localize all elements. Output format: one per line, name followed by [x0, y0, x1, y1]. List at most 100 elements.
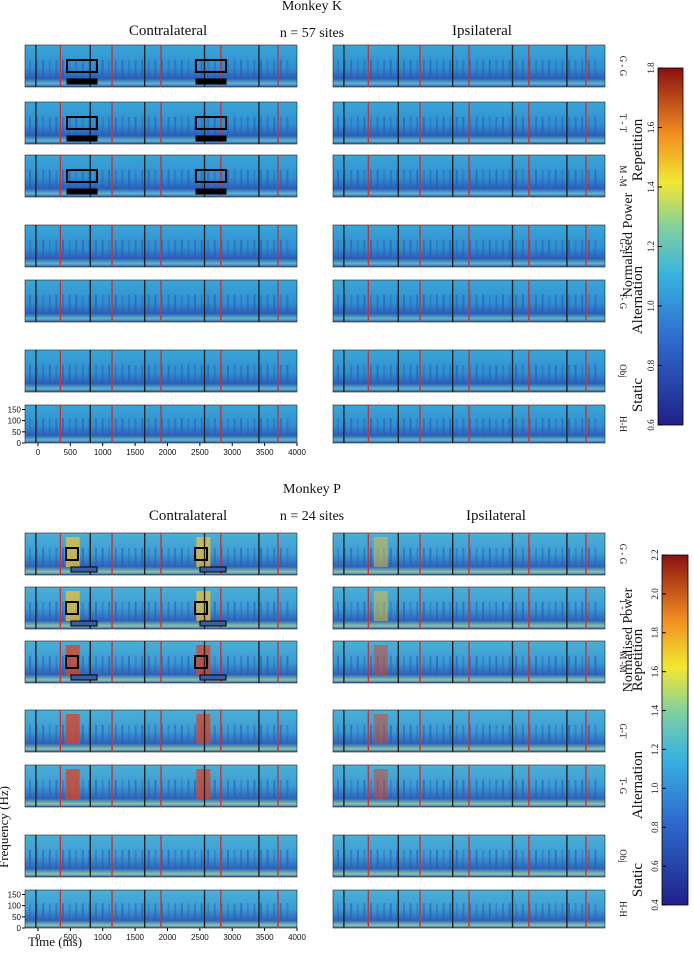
- row-label: T- G: [618, 293, 628, 310]
- texture: [568, 903, 570, 921]
- texture: [35, 903, 38, 921]
- texture: [475, 116, 478, 136]
- texture: [141, 903, 144, 921]
- y-tick-label: 100: [8, 417, 22, 426]
- texture: [154, 547, 157, 567]
- texture: [482, 547, 485, 567]
- texture: [194, 364, 196, 384]
- texture: [574, 59, 577, 79]
- texture: [587, 724, 590, 744]
- texture: [286, 294, 289, 314]
- texture: [574, 779, 577, 799]
- texture: [42, 655, 45, 675]
- texture: [62, 59, 64, 79]
- texture: [147, 547, 150, 567]
- texture: [29, 779, 31, 799]
- texture: [174, 364, 177, 384]
- texture: [167, 655, 170, 675]
- texture: [48, 239, 51, 259]
- x-tick-label: 4000: [288, 933, 306, 942]
- texture: [154, 849, 157, 869]
- texture: [200, 294, 203, 314]
- texture: [594, 655, 597, 675]
- texture: [194, 294, 196, 314]
- texture: [141, 239, 144, 259]
- texture: [266, 239, 269, 259]
- colorbar-tick-label: 1.2: [646, 241, 656, 252]
- texture: [515, 59, 518, 79]
- texture: [422, 59, 425, 79]
- texture: [502, 655, 504, 675]
- texture: [200, 364, 203, 384]
- texture: [343, 779, 346, 799]
- texture: [161, 903, 163, 921]
- colorbar-label: Normalised Power: [621, 587, 636, 692]
- texture: [141, 779, 144, 799]
- texture: [48, 547, 51, 567]
- texture: [29, 364, 31, 384]
- texture: [396, 655, 399, 675]
- texture: [42, 724, 45, 744]
- texture: [253, 849, 256, 869]
- texture: [594, 903, 597, 921]
- texture: [409, 655, 412, 675]
- texture: [495, 849, 498, 869]
- texture: [594, 116, 597, 136]
- texture: [128, 294, 130, 314]
- x-tick-label: 2500: [191, 933, 209, 942]
- texture: [154, 364, 157, 384]
- texture: [62, 779, 64, 799]
- texture: [68, 59, 71, 79]
- texture: [495, 294, 498, 314]
- texture: [55, 655, 58, 675]
- texture: [376, 169, 379, 189]
- texture: [383, 294, 386, 314]
- window-bar: [199, 566, 227, 573]
- texture: [350, 547, 353, 567]
- texture: [416, 547, 419, 567]
- texture: [482, 294, 485, 314]
- texture: [207, 903, 210, 921]
- texture: [488, 601, 491, 621]
- texture: [568, 779, 570, 799]
- texture: [356, 724, 359, 744]
- texture: [161, 59, 163, 79]
- texture: [554, 601, 557, 621]
- texture: [266, 547, 269, 567]
- texture: [521, 59, 524, 79]
- texture: [475, 364, 478, 384]
- texture: [469, 418, 471, 436]
- texture: [587, 59, 590, 79]
- texture: [462, 169, 465, 189]
- texture: [62, 655, 64, 675]
- texture: [363, 116, 366, 136]
- texture: [81, 59, 84, 79]
- texture: [403, 779, 405, 799]
- texture: [488, 169, 491, 189]
- texture: [240, 364, 243, 384]
- texture: [502, 116, 504, 136]
- texture: [370, 116, 372, 136]
- texture: [587, 169, 590, 189]
- texture: [350, 724, 353, 744]
- texture: [42, 601, 45, 621]
- texture: [260, 724, 262, 744]
- texture: [147, 239, 150, 259]
- hotspot: [196, 591, 211, 621]
- texture: [581, 655, 584, 675]
- texture: [495, 239, 498, 259]
- texture: [581, 903, 584, 921]
- texture: [260, 116, 262, 136]
- texture: [200, 239, 203, 259]
- texture: [194, 239, 196, 259]
- texture: [594, 59, 597, 79]
- texture: [42, 547, 45, 567]
- texture: [154, 779, 157, 799]
- texture: [260, 547, 262, 567]
- texture: [101, 59, 104, 79]
- texture: [121, 547, 124, 567]
- texture: [449, 724, 452, 744]
- texture: [42, 239, 45, 259]
- texture: [81, 724, 84, 744]
- texture: [279, 724, 282, 744]
